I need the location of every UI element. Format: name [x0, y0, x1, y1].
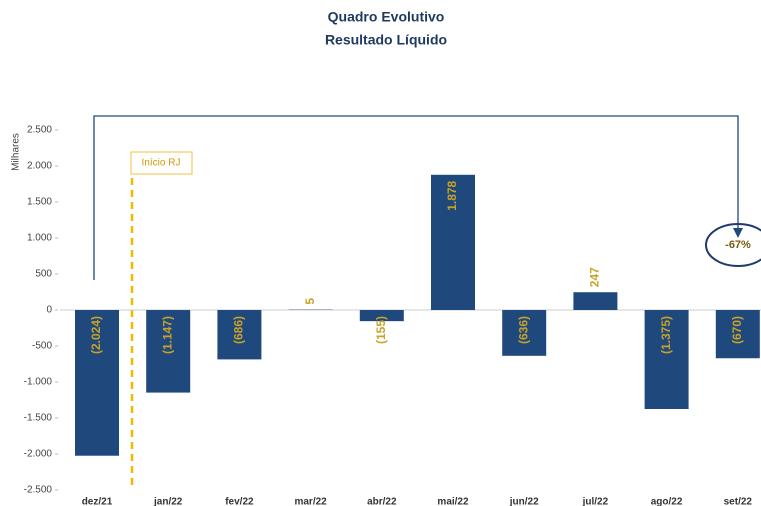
- bar: [644, 310, 689, 409]
- bar: [359, 310, 404, 322]
- event-box: [130, 151, 193, 175]
- value-label: (155): [374, 316, 388, 344]
- arrow-head: [733, 228, 743, 238]
- x-tick-label: abr/22: [367, 497, 397, 506]
- y-axis-title: Milhares: [11, 133, 22, 171]
- x-tick-label: mai/22: [437, 497, 469, 506]
- value-label: (1.147): [160, 316, 174, 354]
- x-tick-label: dez/21: [82, 497, 113, 506]
- x-tick-label: jul/22: [582, 497, 609, 506]
- x-tick-label: set/22: [724, 497, 753, 506]
- x-tick-label: jun/22: [509, 497, 539, 506]
- value-label: 1.878: [445, 180, 459, 210]
- event-label: Início RJ: [142, 158, 181, 169]
- value-label: 5: [303, 298, 317, 305]
- y-tick-label: 2.000: [27, 161, 52, 172]
- bracket-arrow: [93, 115, 739, 280]
- highlight-ellipse: [705, 223, 761, 267]
- value-label: 247: [588, 267, 602, 287]
- chart-subtitle: Resultado Líquido: [325, 32, 447, 48]
- value-label: (636): [516, 316, 530, 344]
- value-label: (686): [232, 316, 246, 344]
- change-annotation: -67%: [725, 239, 751, 251]
- value-label: (1.375): [659, 316, 673, 354]
- y-tick-label: -500: [32, 341, 52, 352]
- y-tick-label: 2.500: [27, 125, 52, 136]
- bar: [715, 310, 760, 359]
- value-label: (670): [730, 316, 744, 344]
- y-tick-label: -2.500: [24, 485, 53, 496]
- chart-title: Quadro Evolutivo: [328, 9, 445, 25]
- x-tick-label: mar/22: [294, 497, 327, 506]
- bar: [217, 310, 262, 360]
- y-tick-label: -1.000: [24, 377, 53, 388]
- y-tick-label: 500: [35, 269, 52, 280]
- value-label: (2.024): [89, 316, 103, 354]
- bar: [431, 174, 475, 310]
- x-tick-label: fev/22: [225, 497, 254, 506]
- x-tick-label: ago/22: [651, 497, 683, 506]
- x-tick-label: jan/22: [153, 497, 183, 506]
- bar: [502, 310, 547, 356]
- bar: [573, 292, 618, 310]
- y-tick-label: 0: [46, 305, 52, 316]
- y-tick-label: -2.000: [24, 449, 53, 460]
- y-tick-label: -1.500: [24, 413, 53, 424]
- bar: [146, 310, 191, 393]
- y-tick-label: 1.000: [27, 233, 52, 244]
- y-tick-label: 1.500: [27, 197, 52, 208]
- bar: [75, 310, 119, 456]
